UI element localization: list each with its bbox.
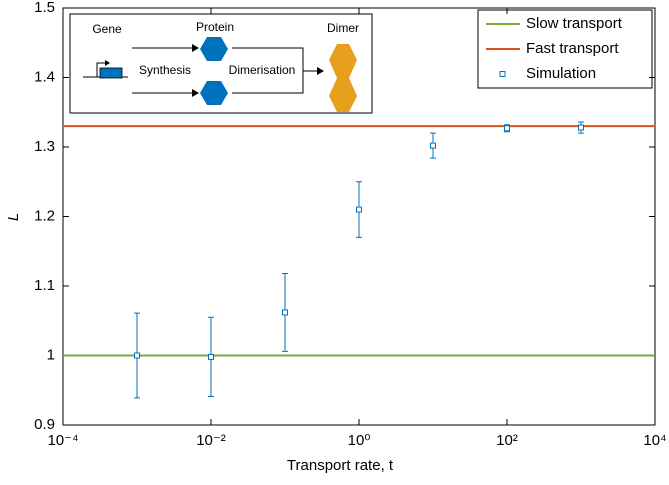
legend-label: Slow transport — [526, 15, 623, 32]
y-tick-label: 1.3 — [34, 138, 55, 155]
x-tick-label: 10² — [496, 432, 518, 449]
y-tick-label: 1.2 — [34, 207, 55, 224]
arrowhead — [192, 44, 199, 97]
inset-label: Gene — [92, 22, 122, 36]
x-tick-label: 10⁻² — [196, 432, 226, 449]
y-axis-label: L — [5, 213, 22, 221]
x-axis-label: Transport rate, t — [287, 457, 394, 474]
point — [282, 309, 288, 316]
x-tick-label: 10⁰ — [348, 432, 371, 449]
arrowhead — [105, 60, 110, 66]
arrow-line — [232, 47, 318, 94]
protein-hexagon — [200, 81, 228, 105]
point — [208, 353, 214, 360]
inset-label: Protein — [196, 20, 234, 34]
dimer-shape — [329, 44, 357, 112]
inset-diagram: Gene Protein Synthesis Dimerisation Dime… — [69, 13, 373, 114]
protein-hexagon — [200, 37, 228, 61]
point — [504, 125, 510, 132]
point — [430, 142, 436, 149]
y-tick-label: 1.5 — [34, 0, 55, 16]
y-tick-label: 1.1 — [34, 277, 55, 294]
legend-label: Fast transport — [526, 40, 619, 57]
arrow-line — [132, 47, 192, 94]
arrowhead — [317, 67, 324, 75]
point — [134, 352, 140, 359]
legend-swatch — [499, 71, 506, 77]
x-tick-label: 10⁻⁴ — [47, 432, 78, 449]
x-tick-label: 10⁴ — [643, 432, 666, 449]
point — [356, 206, 362, 213]
inset-label: Synthesis — [139, 63, 191, 77]
point — [578, 124, 584, 131]
y-tick-label: 0.9 — [34, 416, 55, 433]
gene-box — [99, 67, 123, 79]
y-tick-label: 1 — [47, 346, 55, 363]
legend-label: Simulation — [526, 65, 596, 82]
inset-label: Dimer — [327, 21, 359, 35]
inset-label: Dimerisation — [229, 63, 296, 77]
y-tick-label: 1.4 — [34, 68, 55, 85]
